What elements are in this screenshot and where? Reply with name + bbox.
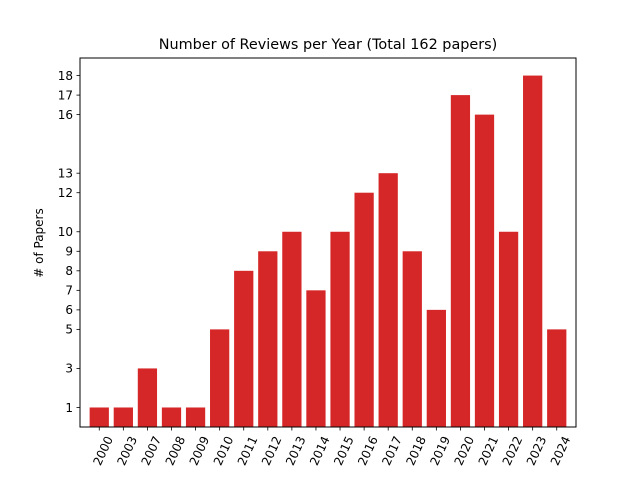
y-axis-label: # of Papers [32,208,46,278]
y-tick-label: 1 [65,401,73,415]
bar-2014 [306,290,326,427]
y-tick-label: 5 [65,323,73,337]
bar-2010 [210,329,230,427]
y-tick-label: 3 [65,362,73,376]
bar-2011 [234,270,254,427]
bar-2012 [258,251,278,427]
plot-frame [79,57,577,428]
bar-2015 [330,231,350,427]
y-tick-label: 12 [58,186,73,200]
chart-title: Number of Reviews per Year (Total 162 pa… [159,37,498,53]
y-tick-label: 18 [58,69,73,83]
bar-2019 [426,309,446,427]
y-tick-label: 8 [65,264,73,278]
bar-2017 [378,173,398,427]
y-tick-label: 10 [58,225,73,239]
y-tick-label: 16 [58,108,73,122]
y-tick-label: 17 [58,88,73,102]
bar-2003 [113,407,133,427]
bar-2016 [354,192,374,427]
bars-group [89,75,567,428]
bar-2020 [450,95,471,427]
bar-2009 [185,407,206,427]
bar-2000 [89,407,109,427]
bar-2013 [282,231,302,427]
y-tick-label: 13 [58,166,73,180]
bar-2024 [547,329,567,427]
bar-2007 [137,368,158,427]
bar-2008 [161,407,182,427]
y-tick-label: 7 [65,284,73,298]
y-tick-label: 9 [65,245,73,259]
bar-2021 [474,114,495,428]
bar-2023 [523,75,543,427]
bar-2018 [402,251,422,427]
y-tick-label: 6 [65,303,73,317]
bar-2022 [498,231,519,427]
